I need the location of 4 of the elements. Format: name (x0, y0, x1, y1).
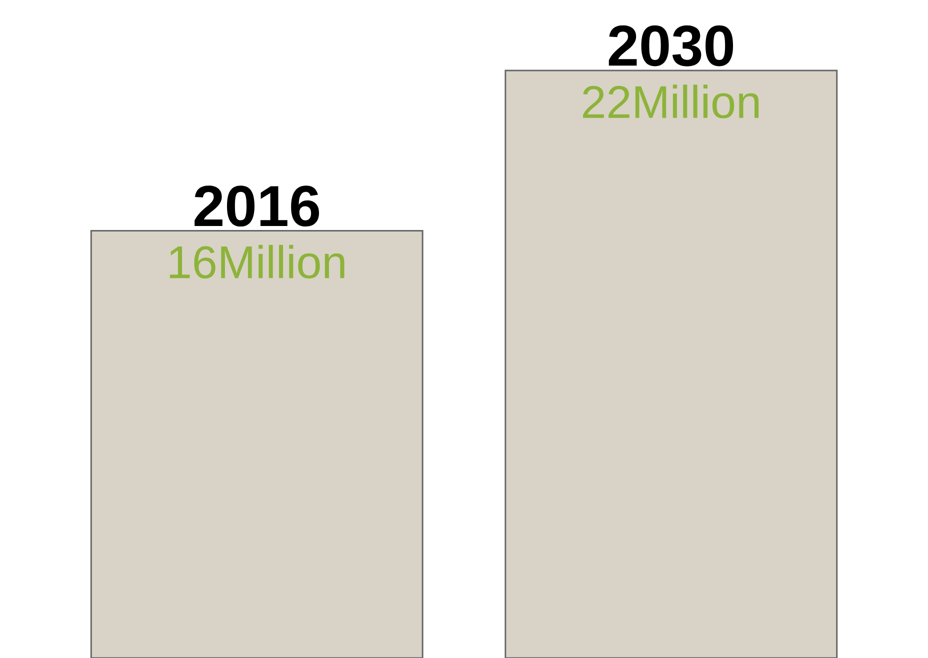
data-label: 16Million (170, 244, 344, 279)
data-label: 22Million (583, 84, 759, 118)
x-tick-label: 2030 (608, 25, 734, 66)
x-tick-label: 2016 (194, 186, 320, 227)
